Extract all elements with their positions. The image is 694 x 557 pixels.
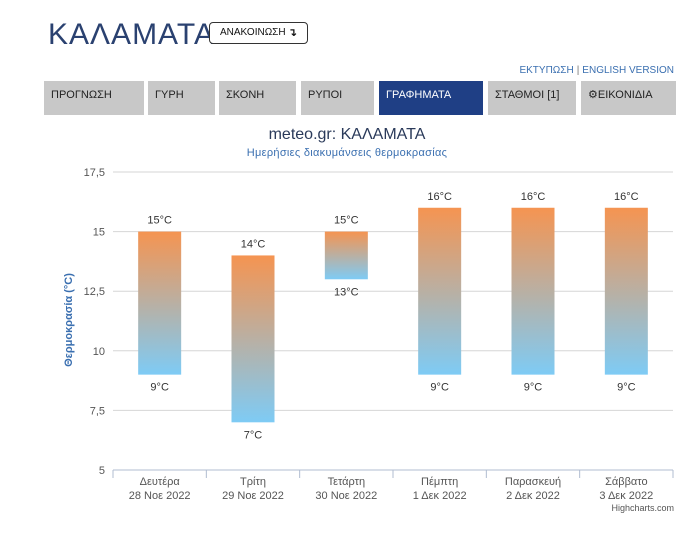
down-arrow-icon: ↴ [287, 27, 297, 39]
chart-subtitle: Ημερήσιες διακυμάνσεις θερμοκρασίας [246, 147, 448, 159]
x-tick-date: 28 Νοε 2022 [129, 490, 191, 502]
temperature-range-bar[interactable] [324, 231, 368, 280]
x-tick-day: Τρίτη [240, 476, 266, 488]
high-temp-label: 15°C [147, 215, 172, 227]
x-tick-day: Τετάρτη [328, 476, 366, 488]
english-version-link[interactable]: ENGLISH VERSION [582, 65, 674, 76]
y-tick-label: 7,5 [90, 405, 105, 417]
top-links: ΕΚΤΥΠΩΣΗ | ENGLISH VERSION [519, 65, 674, 76]
temperature-range-bar[interactable] [604, 207, 648, 375]
gear-icon: ⚙ [588, 89, 598, 101]
high-temp-label: 14°C [241, 238, 266, 250]
tab-pollen[interactable]: ΓΥΡΗ [148, 81, 215, 115]
low-temp-label: 9°C [524, 382, 543, 394]
x-tick-day: Πέμπτη [421, 476, 458, 488]
y-tick-label: 5 [99, 465, 105, 477]
x-tick-day: Σάββατο [605, 476, 647, 488]
high-temp-label: 16°C [614, 191, 639, 203]
x-tick-date: 3 Δεκ 2022 [599, 490, 653, 502]
high-temp-label: 16°C [521, 191, 546, 203]
link-separator: | [576, 65, 580, 76]
high-temp-label: 16°C [427, 191, 452, 203]
tab-icons[interactable]: ⚙ΕΙΚΟΝΙΔΙΑ [581, 81, 676, 115]
low-temp-label: 9°C [617, 382, 636, 394]
x-tick-date: 29 Νοε 2022 [222, 490, 284, 502]
high-temp-label: 15°C [334, 215, 359, 227]
announcement-label: ΑΝΑΚΟΙΝΩΣΗ [220, 27, 286, 38]
y-tick-label: 10 [93, 346, 105, 358]
city-title: ΚΑΛΑΜΑΤΑ [48, 18, 215, 51]
y-tick-label: 12,5 [84, 286, 105, 298]
temperature-range-bar[interactable] [418, 207, 462, 375]
low-temp-label: 9°C [430, 382, 449, 394]
temperature-range-bar[interactable] [231, 255, 275, 423]
low-temp-label: 13°C [334, 286, 359, 298]
chart-title: meteo.gr: ΚΑΛΑΜΑΤΑ [268, 126, 426, 143]
x-tick-day: Παρασκευή [505, 476, 561, 488]
tab-pollutants[interactable]: ΡΥΠΟΙ [301, 81, 374, 115]
tab-dust[interactable]: ΣΚΟΝΗ [219, 81, 296, 115]
y-tick-label: 15 [93, 227, 105, 239]
temperature-range-bar[interactable] [138, 231, 182, 375]
highcharts-credit[interactable]: Highcharts.com [611, 503, 674, 513]
print-link[interactable]: ΕΚΤΥΠΩΣΗ [519, 65, 574, 76]
y-axis-label: Θερμοκρασία (°C) [63, 273, 75, 367]
x-tick-date: 30 Νοε 2022 [315, 490, 377, 502]
x-tick-date: 2 Δεκ 2022 [506, 490, 560, 502]
temperature-range-bar[interactable] [511, 207, 555, 375]
x-tick-day: Δευτέρα [140, 476, 181, 488]
low-temp-label: 9°C [150, 382, 169, 394]
x-tick-date: 1 Δεκ 2022 [413, 490, 467, 502]
tab-forecast[interactable]: ΠΡΟΓΝΩΣΗ [44, 81, 144, 115]
low-temp-label: 7°C [244, 429, 263, 441]
y-tick-label: 17,5 [84, 167, 105, 179]
announcement-button[interactable]: ΑΝΑΚΟΙΝΩΣΗ ↴ [209, 22, 308, 44]
tab-charts[interactable]: ΓΡΑΦΗΜΑΤΑ [379, 81, 483, 115]
tab-stations[interactable]: ΣΤΑΘΜΟΙ [1] [488, 81, 576, 115]
